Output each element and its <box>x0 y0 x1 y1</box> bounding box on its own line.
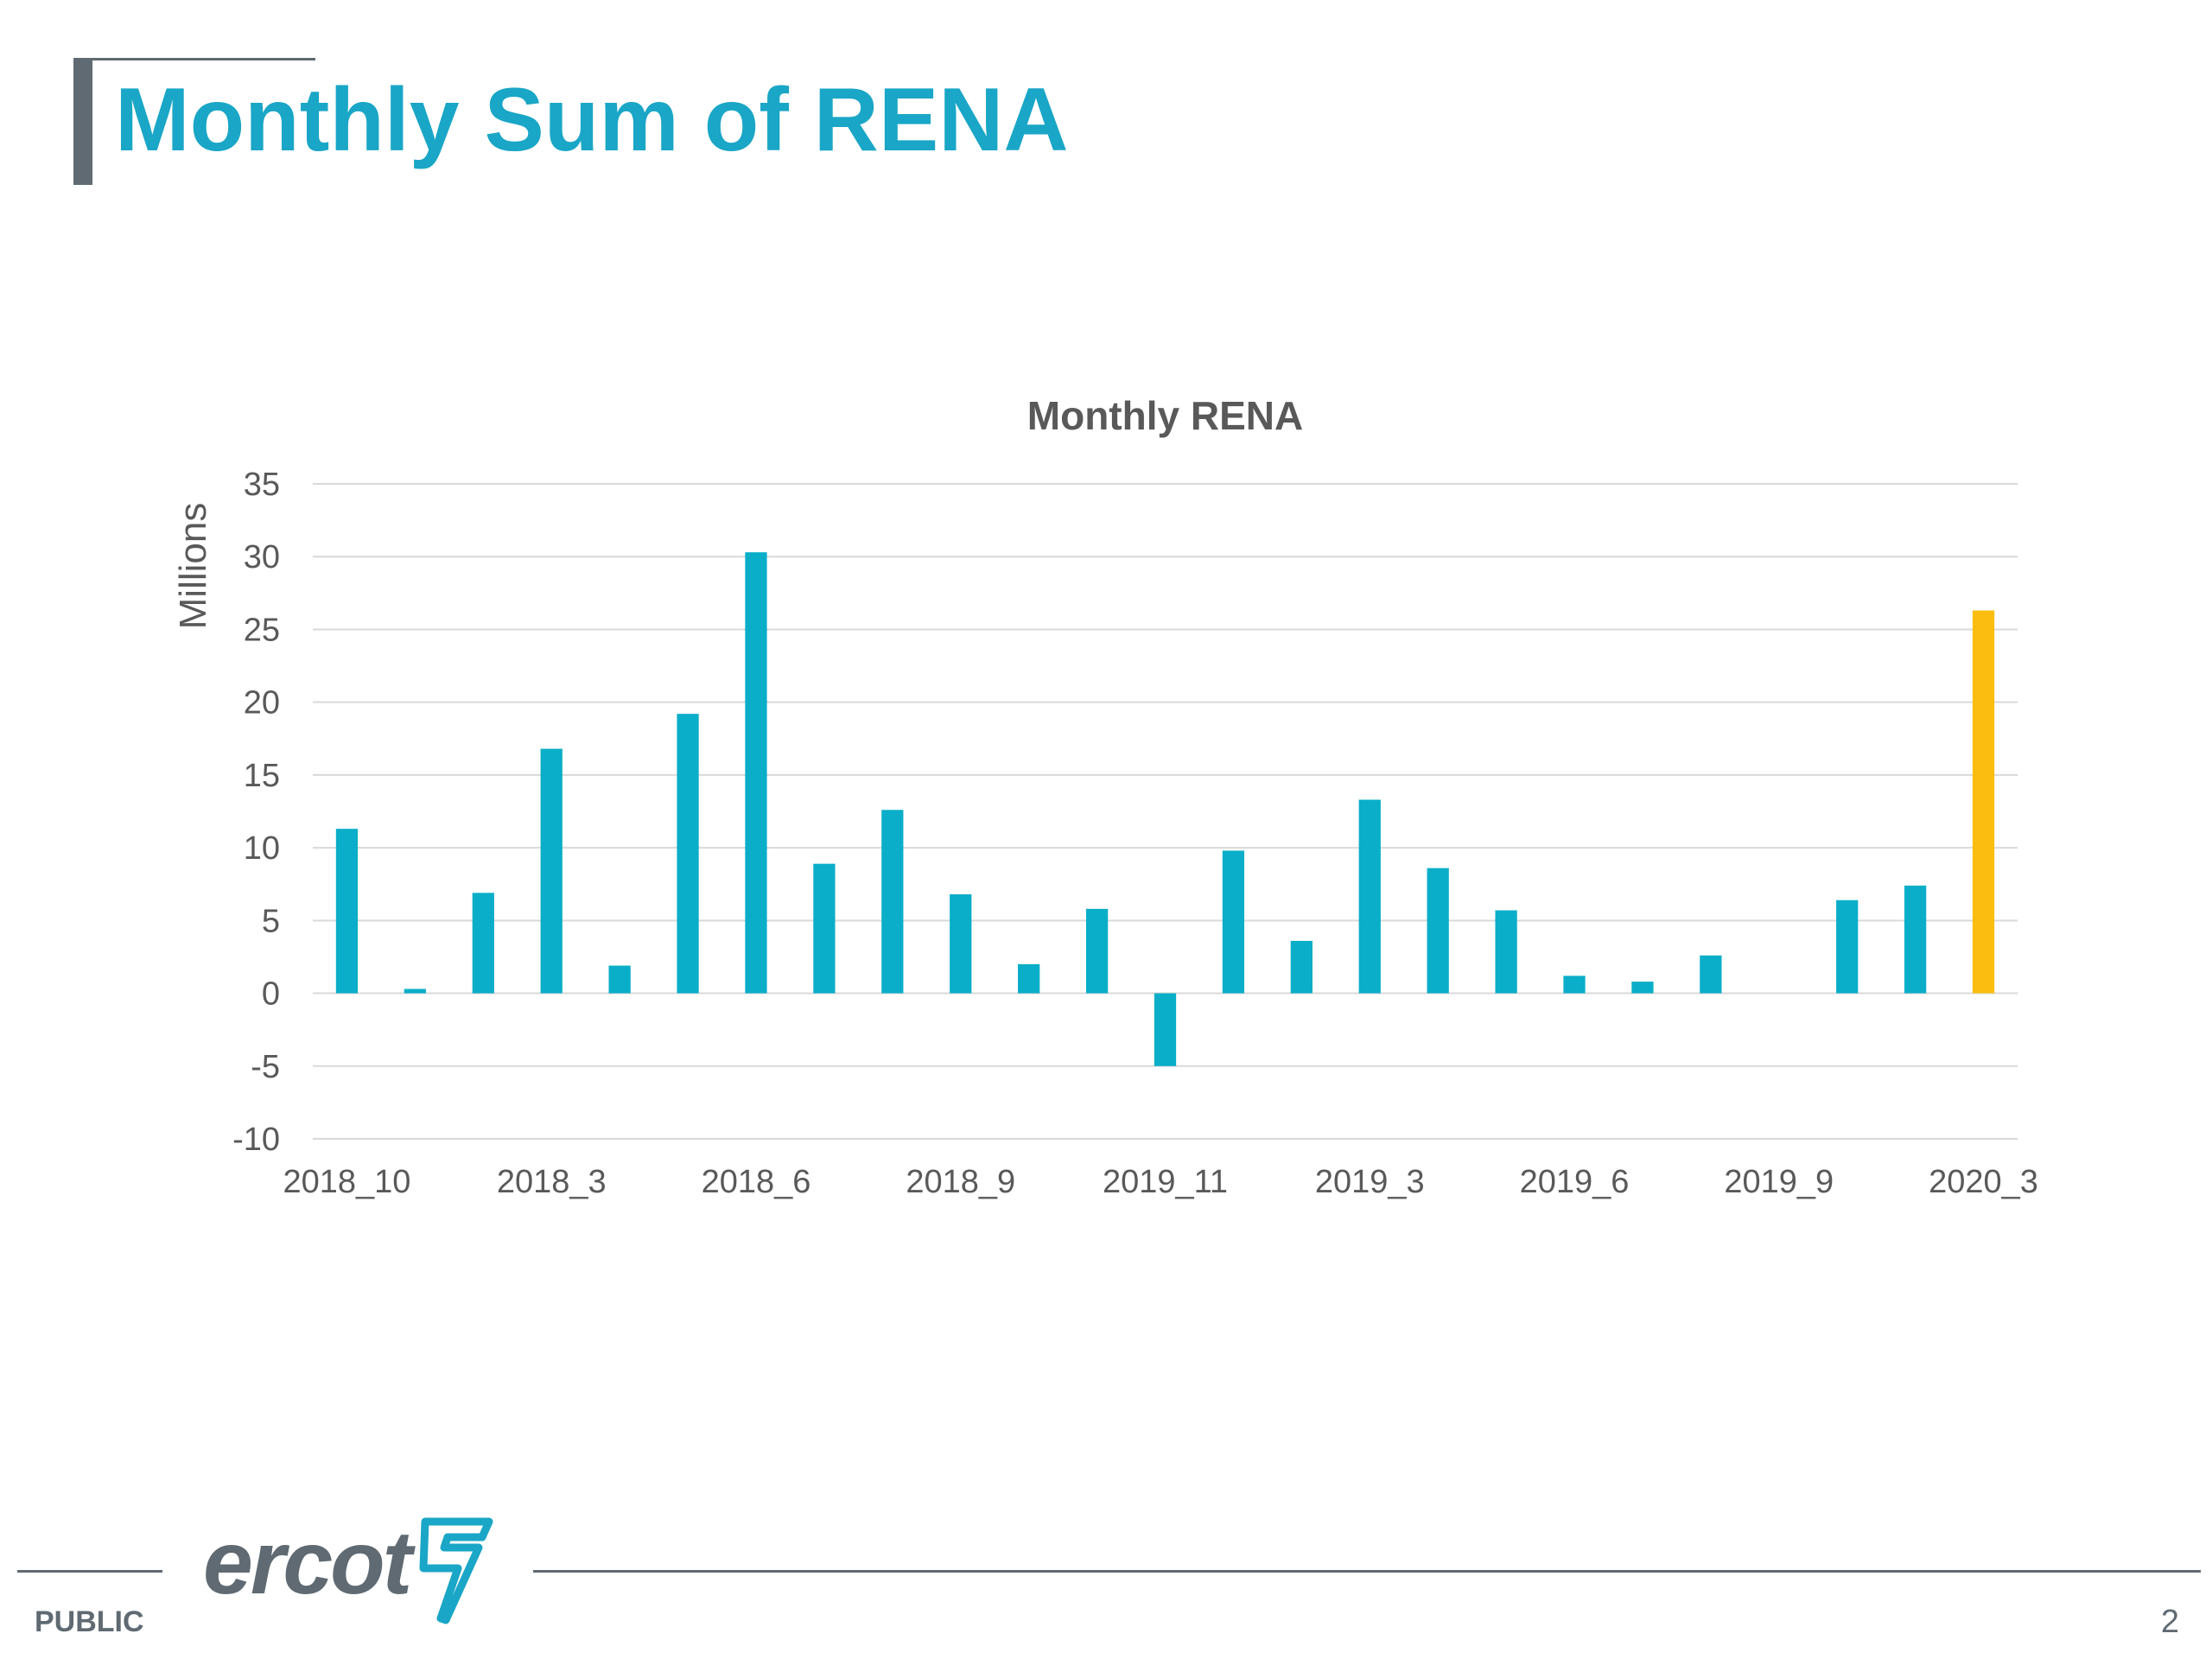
ercot-logo: ercot <box>203 1516 497 1629</box>
y-tick-label: 35 <box>244 467 280 503</box>
bar <box>1222 850 1245 994</box>
footer-rule-left <box>17 1570 162 1573</box>
chart-title: Monthly RENA <box>1027 393 1303 438</box>
bar <box>677 714 699 994</box>
title-rule <box>73 58 315 60</box>
bar <box>1972 610 1995 994</box>
bar <box>1358 799 1381 994</box>
y-tick-label: -10 <box>232 1122 280 1158</box>
y-tick-label: 10 <box>244 830 280 867</box>
bar <box>1495 910 1517 994</box>
bar <box>745 552 767 994</box>
lightning-bolt-icon <box>419 1517 493 1624</box>
x-tick-label: 2019_3 <box>1315 1164 1425 1200</box>
bar <box>1085 908 1109 994</box>
bar <box>813 863 836 994</box>
x-tick-label: 2019_9 <box>1724 1164 1834 1200</box>
bar <box>1700 955 1722 994</box>
bar <box>881 810 904 994</box>
bar <box>1290 940 1313 994</box>
bar <box>1836 899 1859 994</box>
bar <box>1904 885 1927 994</box>
y-tick-label: 20 <box>244 685 280 721</box>
bar <box>472 893 494 994</box>
y-tick-label: 5 <box>262 903 280 939</box>
y-tick-label: 25 <box>244 612 280 648</box>
bar <box>335 829 359 994</box>
y-tick-label: 30 <box>244 539 280 575</box>
bar <box>540 748 563 994</box>
title-accent-bar <box>73 58 92 185</box>
x-tick-label: 2018_10 <box>283 1164 410 1200</box>
bar <box>404 988 427 994</box>
y-axis-label: Millions <box>172 503 214 630</box>
x-tick-label: 2020_3 <box>1929 1164 2038 1200</box>
x-tick-label: 2018_6 <box>702 1164 811 1200</box>
x-tick-label: 2018_3 <box>497 1164 607 1200</box>
logo-wordmark: ercot <box>203 1513 412 1613</box>
page-number: 2 <box>2160 1604 2179 1640</box>
x-tick-label: 2018_9 <box>906 1164 1015 1200</box>
slide-title: Monthly Sum of RENA <box>115 70 1069 170</box>
bar <box>1427 868 1449 994</box>
y-tick-label: -5 <box>251 1049 280 1085</box>
y-tick-label: 0 <box>262 976 280 1013</box>
y-tick-label: 15 <box>244 758 280 794</box>
footer-rule-right <box>533 1570 2201 1573</box>
bar <box>950 894 972 994</box>
classification-label: PUBLIC <box>35 1605 144 1638</box>
bar <box>1631 982 1654 994</box>
bar <box>1018 963 1040 994</box>
bar <box>608 965 631 994</box>
x-tick-label: 2019_11 <box>1103 1164 1228 1200</box>
bar <box>1563 976 1586 994</box>
x-tick-label: 2019_6 <box>1520 1164 1630 1200</box>
bar <box>1154 993 1177 1066</box>
